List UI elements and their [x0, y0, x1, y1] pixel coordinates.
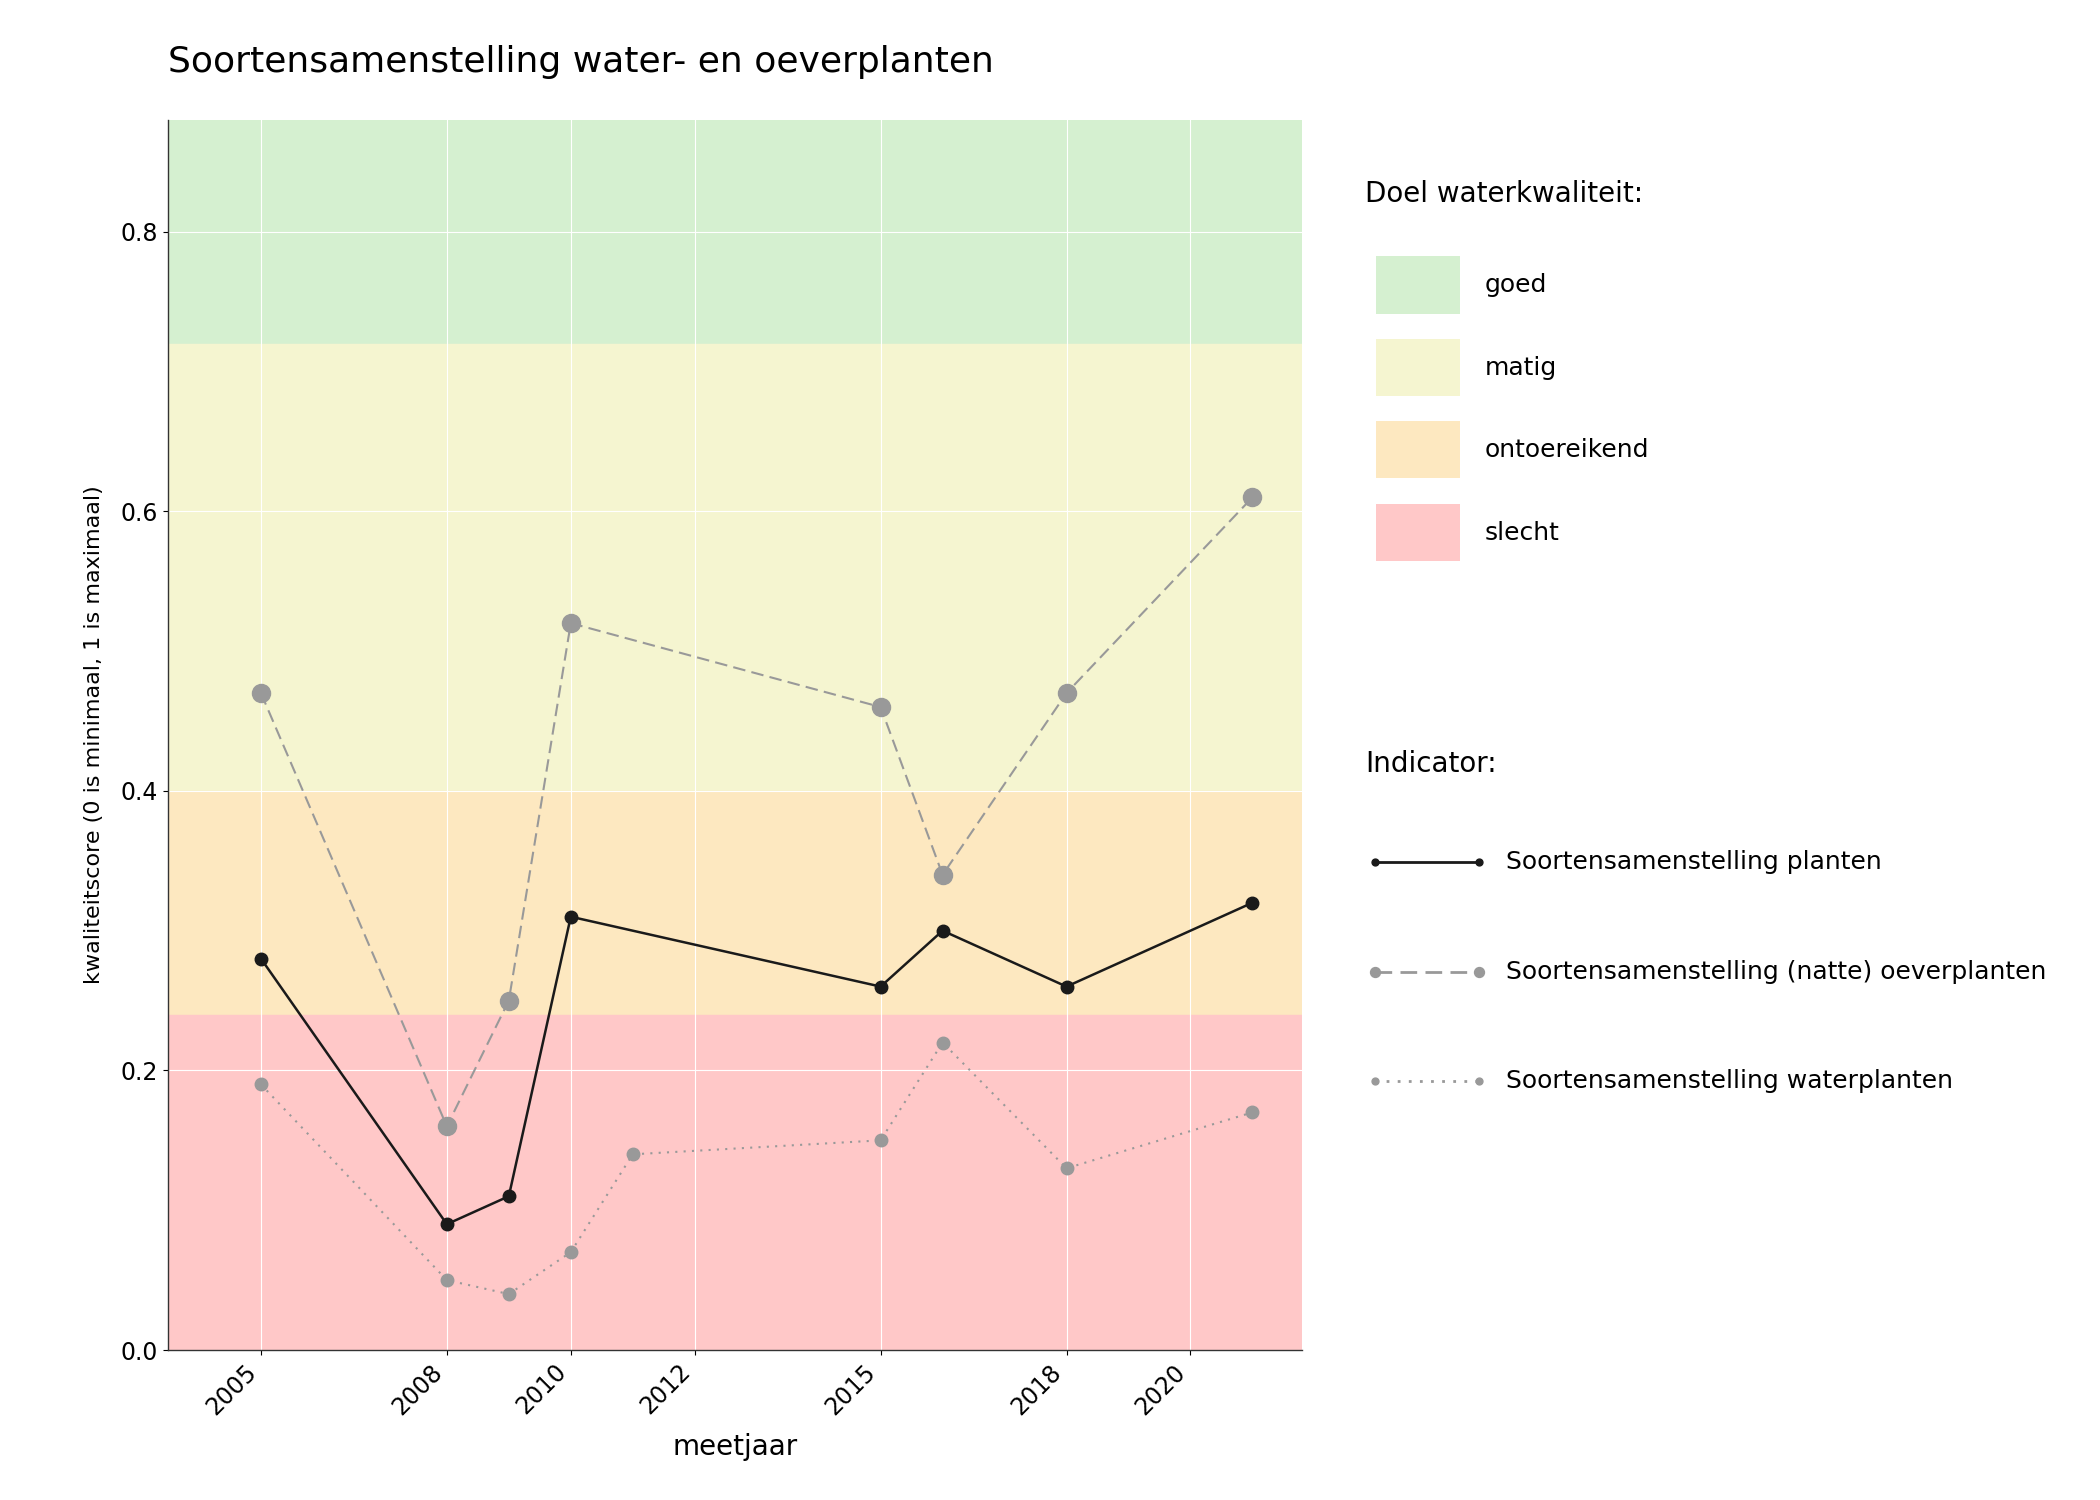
Bar — [168, 344, 1302, 790]
X-axis label: meetjaar: meetjaar — [672, 1432, 798, 1461]
Text: Soortensamenstelling planten: Soortensamenstelling planten — [1506, 850, 1882, 874]
Text: Soortensamenstelling waterplanten: Soortensamenstelling waterplanten — [1506, 1070, 1953, 1094]
Bar — [168, 1014, 1302, 1350]
Text: Doel waterkwaliteit:: Doel waterkwaliteit: — [1365, 180, 1642, 209]
Text: matig: matig — [1485, 356, 1556, 380]
Text: Indicator:: Indicator: — [1365, 750, 1497, 778]
Text: ontoereikend: ontoereikend — [1485, 438, 1648, 462]
Bar — [168, 790, 1302, 1014]
Text: goed: goed — [1485, 273, 1548, 297]
Text: Soortensamenstelling (natte) oeverplanten: Soortensamenstelling (natte) oeverplante… — [1506, 960, 2045, 984]
Text: slecht: slecht — [1485, 520, 1560, 544]
Text: Soortensamenstelling water- en oeverplanten: Soortensamenstelling water- en oeverplan… — [168, 45, 993, 80]
Y-axis label: kwaliteitscore (0 is minimaal, 1 is maximaal): kwaliteitscore (0 is minimaal, 1 is maxi… — [84, 486, 105, 984]
Bar — [168, 120, 1302, 344]
